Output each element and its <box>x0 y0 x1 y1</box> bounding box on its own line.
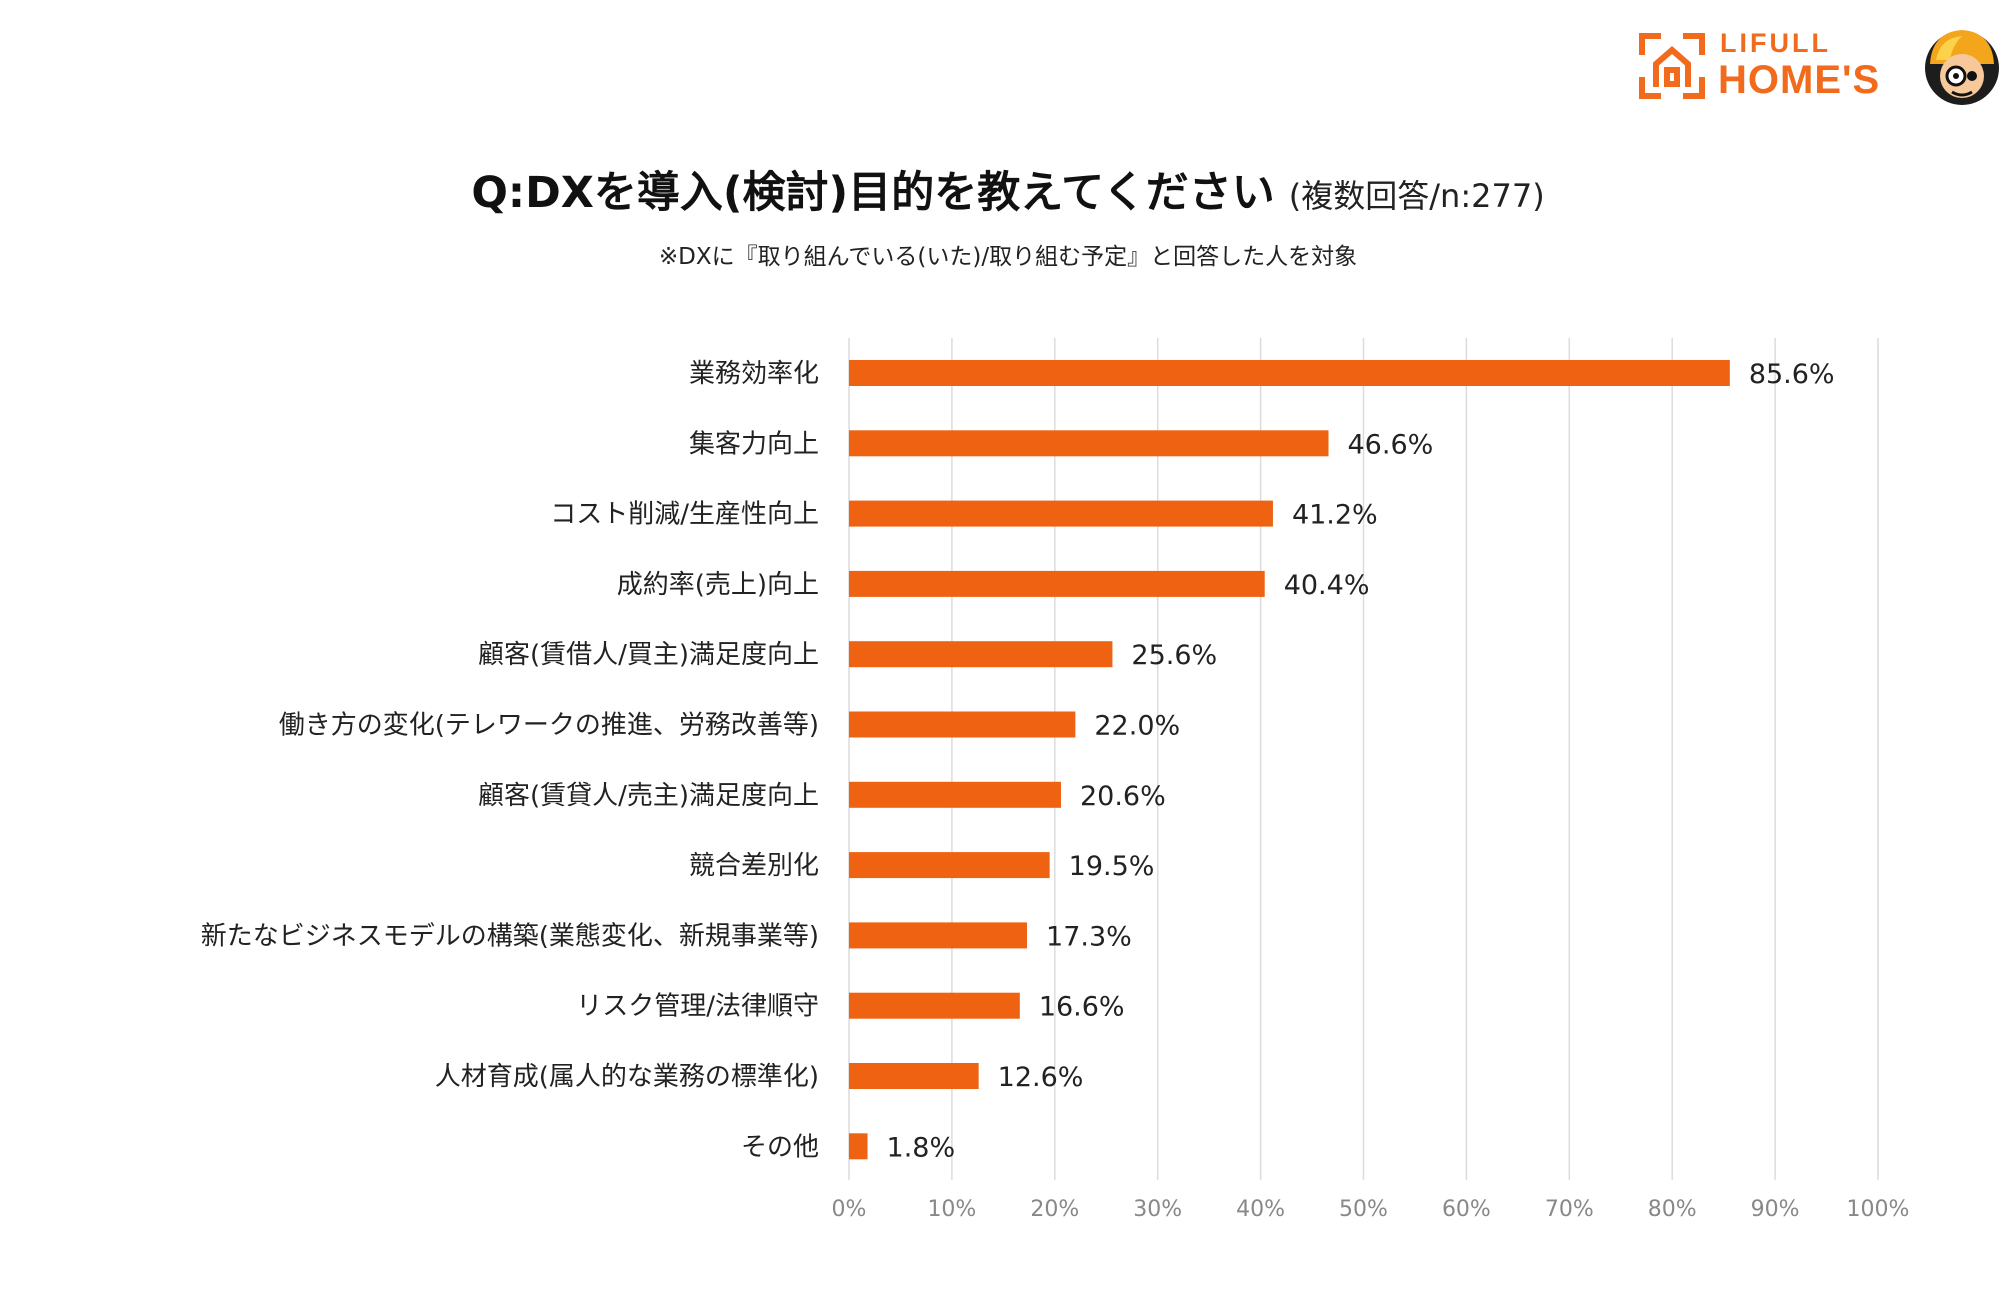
value-label: 25.6% <box>1131 640 1217 671</box>
value-label: 40.4% <box>1284 570 1370 601</box>
category-label: 成約率(売上)向上 <box>617 570 819 600</box>
x-tick-label: 60% <box>1442 1197 1491 1222</box>
value-label: 85.6% <box>1749 359 1835 390</box>
bar <box>849 1133 868 1160</box>
category-label: 業務効率化 <box>689 359 819 389</box>
x-tick-label: 0% <box>832 1197 867 1222</box>
category-label: 働き方の変化(テレワークの推進、労務改善等) <box>279 711 819 741</box>
bar <box>849 500 1273 527</box>
x-tick-label: 40% <box>1236 1197 1285 1222</box>
chart-title-sub: (複数回答/n:277) <box>1288 177 1545 215</box>
bar <box>849 360 1730 386</box>
bar <box>849 1063 979 1089</box>
value-labels: 85.6% 46.6% 41.2% 40.4% 25.6% 22.0% 20.6% 19.5%… <box>887 359 1835 1163</box>
bar <box>849 641 1113 668</box>
category-label: 顧客(賃借人/買主)満足度向上 <box>478 640 819 670</box>
value-label: 12.6% <box>998 1062 1084 1093</box>
house-bracket-icon <box>1639 33 1705 99</box>
gridlines <box>848 338 1879 1180</box>
logo-line1: LIFULL <box>1720 28 1831 58</box>
bar <box>849 781 1061 808</box>
bar <box>849 570 1265 597</box>
chart-title: Q:DXを導入(検討)目的を教えてください (複数回答/n:277) <box>0 158 2016 220</box>
value-label: 17.3% <box>1046 921 1132 952</box>
bar <box>849 922 1028 949</box>
bar <box>849 992 1020 1019</box>
x-tick-label: 50% <box>1339 1197 1388 1222</box>
bar <box>849 711 1076 738</box>
bar <box>849 852 1050 879</box>
x-tick-label: 30% <box>1133 1197 1182 1222</box>
value-label: 19.5% <box>1069 851 1155 882</box>
x-tick-label: 80% <box>1648 1197 1697 1222</box>
x-tick-label: 70% <box>1545 1197 1594 1222</box>
logo-line2: HOME'S <box>1718 58 1881 102</box>
chart-subtitle: ※DXに『取り組んでいる(いた)/取り組む予定』と回答した人を対象 <box>658 244 1358 270</box>
category-label: 競合差別化 <box>689 851 819 881</box>
bars <box>849 360 1730 1160</box>
mascot-icon <box>1925 30 1999 105</box>
category-label: コスト削減/生産性向上 <box>550 500 819 530</box>
x-tick-label: 100% <box>1847 1197 1910 1222</box>
x-tick-label: 20% <box>1030 1197 1079 1222</box>
value-label: 22.0% <box>1094 711 1180 742</box>
category-label: その他 <box>741 1132 819 1162</box>
value-label: 16.6% <box>1039 992 1125 1023</box>
category-label: 顧客(賃貸人/売主)満足度向上 <box>478 781 819 811</box>
x-tick-label: 10% <box>927 1197 976 1222</box>
category-labels: 業務効率化集客力向上コスト削減/生産性向上成約率(売上)向上顧客(賃借人/買主)… <box>201 359 819 1162</box>
brand-logo: LIFULL HOME'S <box>1636 22 2006 112</box>
x-tick-label: 90% <box>1751 1197 1800 1222</box>
category-label: 新たなビジネスモデルの構築(業態変化、新規事業等) <box>201 921 819 951</box>
category-label: 人材育成(属人的な業務の標準化) <box>435 1062 819 1092</box>
x-axis-ticks: 0% 10% 20% 30% 40% 50% 60% 70% 80% 90% 100% <box>832 1197 1910 1222</box>
value-label: 46.6% <box>1348 429 1434 460</box>
value-label: 41.2% <box>1292 500 1378 531</box>
value-label: 20.6% <box>1080 781 1166 812</box>
chart-title-main: Q:DXを導入(検討)目的を教えてください <box>471 168 1275 218</box>
category-label: 集客力向上 <box>689 429 819 459</box>
category-label: リスク管理/法律順守 <box>576 992 819 1022</box>
value-label: 1.8% <box>887 1132 956 1163</box>
bar <box>849 430 1329 457</box>
